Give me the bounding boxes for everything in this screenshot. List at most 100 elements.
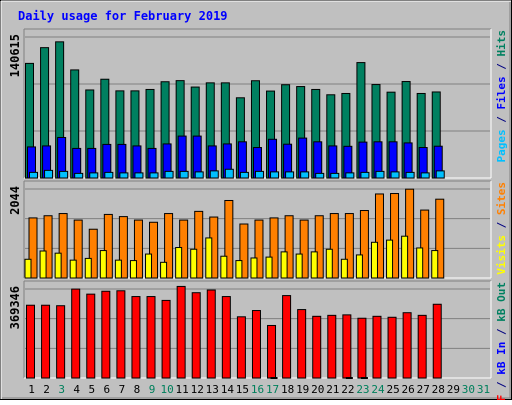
- series-visits: [24, 235, 439, 279]
- bar: [340, 258, 348, 279]
- bar: [330, 172, 340, 179]
- bar: [176, 285, 186, 379]
- bar: [118, 216, 128, 279]
- bar: [251, 310, 261, 379]
- bar: [390, 171, 400, 179]
- day-label: 12: [191, 383, 204, 396]
- bar: [432, 303, 442, 379]
- series-kb-out: [270, 377, 368, 380]
- bar: [360, 377, 368, 380]
- legend-segment: Sites: [495, 182, 508, 215]
- bar: [56, 305, 66, 379]
- bar: [160, 261, 168, 279]
- bar: [179, 170, 189, 179]
- bar: [175, 247, 183, 279]
- day-label: 9: [149, 383, 156, 396]
- bar: [355, 254, 363, 279]
- day-label: 31: [477, 383, 490, 396]
- day-label: 30: [462, 383, 475, 396]
- bar: [239, 171, 249, 179]
- day-label: 13: [206, 383, 219, 396]
- bar: [29, 171, 38, 179]
- series-sites: [28, 188, 445, 279]
- bar: [116, 290, 126, 379]
- bar: [431, 250, 439, 279]
- bar: [145, 253, 153, 279]
- bar: [401, 235, 409, 279]
- bar: [269, 217, 279, 279]
- series-pages: [29, 168, 445, 179]
- day-label: 29: [447, 383, 460, 396]
- bar: [73, 219, 83, 279]
- bar: [327, 314, 337, 379]
- bar: [312, 315, 322, 379]
- bar: [285, 171, 295, 179]
- bar: [313, 141, 323, 179]
- day-label: 26: [402, 383, 415, 396]
- bar: [299, 219, 309, 279]
- bar: [435, 198, 445, 279]
- series-kb-f: [26, 285, 442, 379]
- bar: [24, 258, 32, 279]
- bar: [284, 215, 294, 279]
- day-label: 4: [73, 383, 80, 396]
- bar: [250, 257, 258, 279]
- series-hits: [25, 41, 441, 179]
- bar: [114, 259, 122, 279]
- bar: [417, 314, 427, 379]
- bar: [129, 260, 137, 279]
- bar: [84, 257, 92, 279]
- day-label: 21: [326, 383, 339, 396]
- day-label: 22: [341, 383, 354, 396]
- bar: [88, 228, 98, 279]
- day-label: 2: [43, 383, 50, 396]
- bar: [149, 221, 159, 279]
- bar: [314, 215, 324, 279]
- bar: [254, 219, 264, 279]
- day-label: 5: [88, 383, 95, 396]
- bar: [387, 316, 397, 379]
- day-label: 20: [311, 383, 324, 396]
- y-max-label: 140615: [8, 34, 22, 77]
- bar: [86, 293, 96, 379]
- bar: [345, 377, 353, 380]
- day-label: 16: [251, 383, 264, 396]
- bar: [224, 168, 234, 179]
- bar: [71, 288, 81, 379]
- y-max-label: 369346: [8, 286, 22, 329]
- bar: [295, 253, 303, 279]
- bar: [101, 290, 111, 379]
- bar: [191, 292, 201, 379]
- bar: [370, 241, 378, 279]
- bar: [435, 170, 445, 179]
- day-label: 11: [176, 383, 189, 396]
- legend-segment: /: [495, 322, 508, 342]
- legend-segment: Files: [495, 76, 508, 109]
- day-label: 3: [58, 383, 65, 396]
- legend-segment: Visits: [495, 235, 508, 275]
- bar: [131, 296, 141, 379]
- legend-label: Pages / Files / Hits: [495, 30, 508, 163]
- day-label: 19: [296, 383, 309, 396]
- day-label: 17: [266, 383, 279, 396]
- legend-segment: kB In: [495, 342, 508, 375]
- bar: [402, 312, 412, 379]
- bar: [39, 250, 47, 279]
- bar: [161, 299, 171, 379]
- day-label: 10: [160, 383, 173, 396]
- bar: [43, 215, 53, 279]
- bar: [59, 170, 69, 179]
- panel-kbytes: 369346 kB F / kB In / kB Out: [8, 280, 508, 405]
- bar: [133, 219, 143, 279]
- bar: [280, 251, 288, 279]
- bar: [26, 304, 35, 379]
- panel-visits-sites: 2044 Visits / Sites: [8, 180, 508, 279]
- bar: [239, 223, 249, 279]
- bar: [236, 316, 246, 379]
- legend-segment: /: [495, 375, 508, 395]
- bar: [99, 250, 107, 279]
- bar: [405, 188, 415, 279]
- day-label: 25: [386, 383, 399, 396]
- bar: [342, 314, 352, 379]
- bar: [265, 256, 273, 279]
